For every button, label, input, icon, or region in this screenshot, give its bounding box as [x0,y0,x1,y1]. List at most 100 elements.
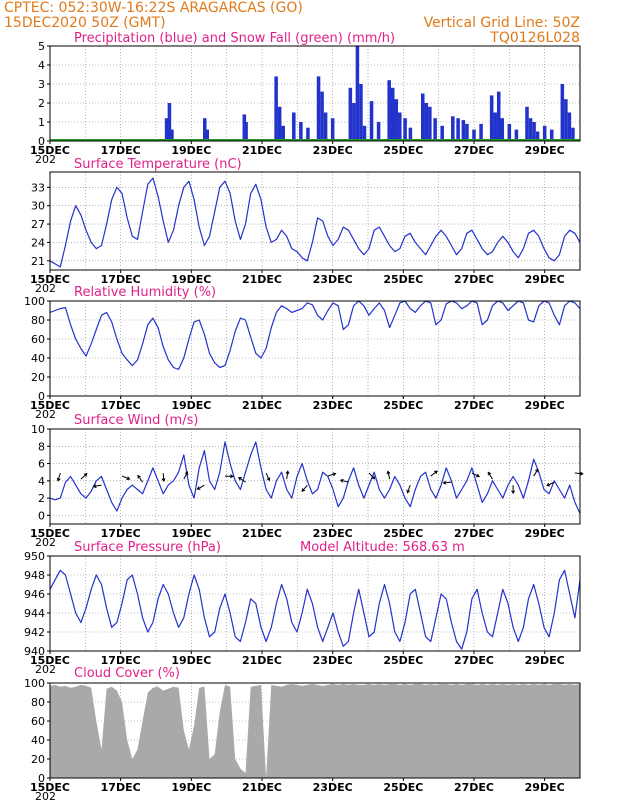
x-tick-label: 29DEC [525,144,565,157]
x-tick-label: 25DEC [383,399,423,412]
y-tick-label: 24 [31,236,45,249]
x-tick-label: 29DEC [525,399,565,412]
precip-bar [528,118,533,141]
x-tick-label: 21DEC [242,527,282,540]
x-year-stub: 202 [35,282,56,295]
x-tick-label: 17DEC [101,144,141,157]
x-tick-label: 15DEC [30,527,70,540]
precip-bar [316,76,321,141]
wind-arrow-head [301,488,306,493]
x-tick-label: 23DEC [313,527,353,540]
panel-title-rh: Relative Humidity (%) [74,285,216,300]
precip-bar [440,125,444,141]
x-tick-label: 29DEC [525,781,565,794]
pressure-frame [49,555,581,652]
panel-title-temp: Surface Temperature (nC) [74,157,242,172]
x-tick-label: 27DEC [454,781,494,794]
precip-bar [542,125,547,141]
x-year-stub: 202 [35,790,56,800]
y-tick-label: 80 [31,314,45,327]
precip-bar [479,123,483,141]
y-tick-label: 40 [31,734,45,747]
wind-arrow [121,475,130,480]
header-grid-note: Vertical Grid Line: 50Z [424,15,580,31]
y-tick-label: 21 [31,255,45,268]
header-location: CPTEC: 052:30W-16:22S ARAGARCAS (GO) [4,0,303,16]
wind-arrow [93,484,102,488]
wind-arrow [487,472,493,480]
precip-bar [403,118,407,141]
cloud-cover-area [50,684,580,778]
header-model-id: TQ0126L028 [489,30,580,46]
y-tick-label: 30 [31,200,45,213]
precip-bar [394,99,399,141]
wind-arrow [340,479,349,483]
wind-arrow [137,475,144,483]
precip-bar [299,122,303,141]
wind-series-line [49,441,581,514]
x-year-stub: 202 [35,408,56,421]
y-tick-label: 33 [31,181,45,194]
wind-arrow-head [406,489,411,494]
x-tick-label: 25DEC [383,654,423,667]
y-tick-label: 6 [38,458,45,471]
pressure-series-line [49,569,581,650]
x-tick-label: 27DEC [454,399,494,412]
precip-bar [496,91,501,141]
wind-arrow-head [386,470,391,475]
wind-arrow [533,469,539,477]
precip-bar [421,93,425,141]
x-tick-label: 25DEC [383,144,423,157]
precip-bar [202,118,207,141]
wind-arrow-head [546,482,551,487]
x-tick-label: 21DEC [242,654,282,667]
wind-arrow-head [184,471,189,476]
wind-arrow [183,471,188,480]
precip-bar [525,106,529,141]
x-tick-label: 21DEC [242,781,282,794]
y-tick-label: 0 [38,135,45,148]
wind-arrow-head [56,477,61,482]
x-tick-label: 15DEC [30,273,70,286]
x-tick-label: 21DEC [242,144,282,157]
precip-bar [369,101,374,141]
y-tick-label: 80 [31,696,45,709]
x-year-stub: 202 [35,536,56,549]
precip-bar [170,129,174,141]
x-tick-label: 19DEC [171,527,211,540]
wind-arrow-head [371,475,376,480]
panel-title-pressure: Surface Pressure (hPa) [74,540,221,555]
y-tick-label: 20 [31,371,45,384]
precip-bar [560,84,565,141]
wind-arrow [57,472,61,481]
wind-arrow [301,484,308,492]
x-tick-label: 15DEC [30,781,70,794]
wind-arrow-head [126,476,131,480]
precip-bar [205,129,209,141]
header-date: 15DEC2020 50Z (GMT) [4,15,166,31]
wind-frame [49,428,581,525]
temp-series-line [49,177,581,268]
wind-arrow [368,472,375,480]
x-tick-label: 29DEC [525,527,565,540]
x-tick-label: 23DEC [313,399,353,412]
precip-bar [362,125,367,141]
wind-arrow-head [579,471,584,476]
precip-bar [376,122,381,141]
precip-bar [493,112,497,141]
panel-title-wind: Surface Wind (m/s) [74,413,198,428]
x-tick-label: 21DEC [242,399,282,412]
wind-arrow [471,472,480,478]
wind-arrow [546,481,555,487]
y-tick-label: 100 [24,295,45,308]
panel-title-precip: Precipitation (blue) and Snow Fall (gree… [74,31,395,46]
precip-bar [274,76,278,141]
cloud-frame [49,682,581,779]
x-tick-label: 23DEC [313,273,353,286]
precip-bar [408,127,413,141]
precip-bar [571,127,575,141]
precip-bar [390,87,395,141]
x-tick-label: 25DEC [383,781,423,794]
x-tick-label: 29DEC [525,273,565,286]
panel-annotation-altitude: Model Altitude: 568.63 m [300,540,465,555]
